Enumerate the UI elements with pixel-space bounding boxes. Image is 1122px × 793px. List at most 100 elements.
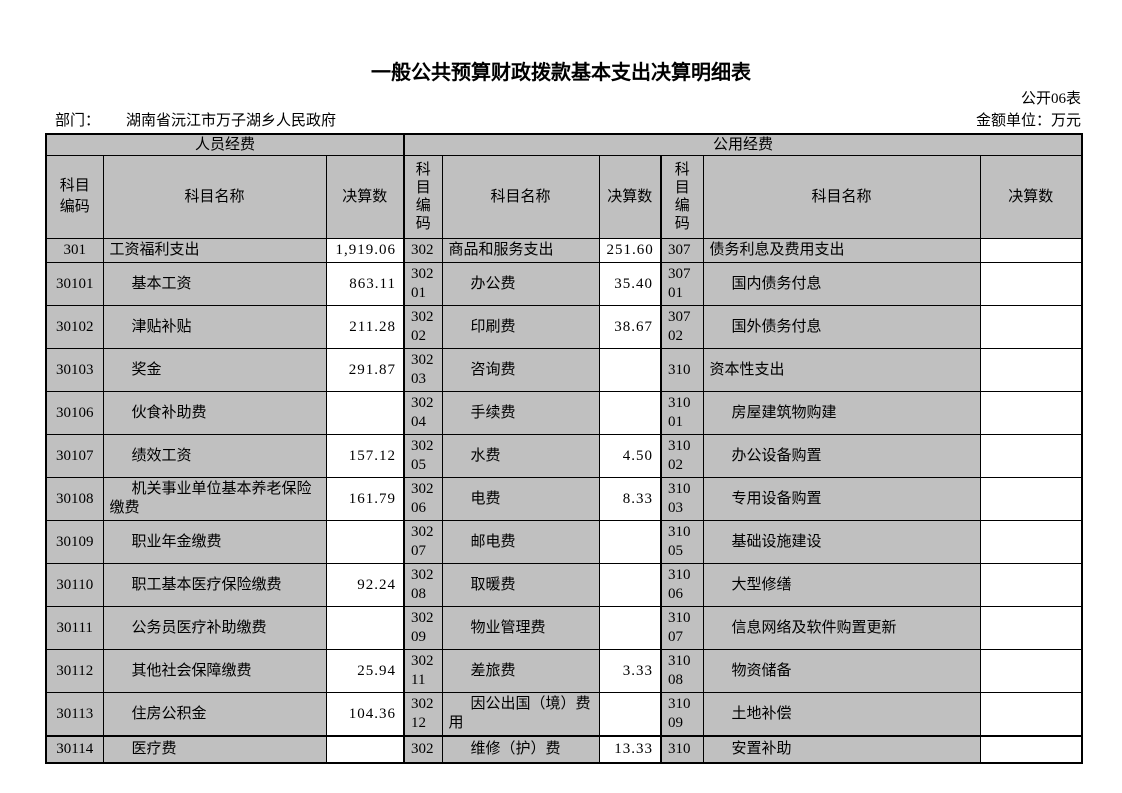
table-row: 30110 职工基本医疗保险缴费 92.24 30208 取暖费 31006 大型修缮 <box>45 563 1083 607</box>
table-row: 30108 机关事业单位基本养老保险缴费 161.79 30206 电费 8.33 3100… <box>45 477 1083 521</box>
amount-cell <box>979 477 1083 521</box>
amount-cell: 251.60 <box>598 238 662 263</box>
subject-code-cell: 30211 <box>403 649 443 693</box>
form-number: 公开06表 <box>1020 91 1081 107</box>
department-value: 湖南省沅江市万子湖乡人民政府 <box>126 113 337 129</box>
subject-code-cell: 30201 <box>403 262 443 306</box>
subject-code-cell: 30702 <box>660 305 704 349</box>
expenditure-detail-table: 人员经费 公用经费 科目编码 科目名称 决算数 科目编码 科目名称 决算数 科目… <box>45 133 1084 764</box>
subject-name-cell: 津贴补贴 <box>102 305 327 349</box>
subject-name-cell: 国内债务付息 <box>702 262 981 306</box>
col-header-code-label: 科目编码 <box>415 161 431 232</box>
amount-cell <box>979 348 1083 392</box>
subject-name-cell: 绩效工资 <box>102 434 327 478</box>
subject-code-cell: 310 <box>660 735 704 764</box>
subject-code-cell: 30111 <box>45 606 104 650</box>
subject-name-cell: 土地补偿 <box>702 692 981 737</box>
subject-code-cell: 30101 <box>45 262 104 306</box>
amount-cell: 291.87 <box>325 348 405 392</box>
section-header-personnel: 人员经费 <box>45 133 405 156</box>
subject-name-cell: 办公设备购置 <box>702 434 981 478</box>
subject-name-cell: 债务利息及费用支出 <box>702 238 981 263</box>
amount-cell: 161.79 <box>325 477 405 521</box>
amount-cell: 863.11 <box>325 262 405 306</box>
subject-code-cell: 31009 <box>660 692 704 737</box>
table-row: 30113 住房公积金 104.36 30212 因公出国（境）费用 31009 土地补偿 <box>45 692 1083 737</box>
subject-name-cell: 基本工资 <box>102 262 327 306</box>
subject-code-cell: 30103 <box>45 348 104 392</box>
subject-name-cell: 资本性支出 <box>702 348 981 392</box>
amount-cell <box>598 348 662 392</box>
subject-name-cell: 职业年金缴费 <box>102 520 327 564</box>
subject-name-cell: 基础设施建设 <box>702 520 981 564</box>
amount-cell <box>325 520 405 564</box>
col-header-code: 科目编码 <box>660 155 704 239</box>
amount-cell <box>979 649 1083 693</box>
subject-name-cell: 因公出国（境）费用 <box>441 692 600 737</box>
amount-cell: 4.50 <box>598 434 662 478</box>
subject-code-cell: 30109 <box>45 520 104 564</box>
table-row: 30109 职业年金缴费 30207 邮电费 31005 基础设施建设 <box>45 520 1083 564</box>
subject-code-cell: 31001 <box>660 391 704 435</box>
table-row: 30112 其他社会保障缴费 25.94 30211 差旅费 3.33 31008 物资储备 <box>45 649 1083 693</box>
amount-cell <box>598 692 662 737</box>
amount-cell <box>979 391 1083 435</box>
subject-code-cell: 30204 <box>403 391 443 435</box>
subject-name-cell: 水费 <box>441 434 600 478</box>
amount-cell <box>979 520 1083 564</box>
subject-name-cell: 印刷费 <box>441 305 600 349</box>
subject-code-cell: 30110 <box>45 563 104 607</box>
subject-name-cell: 其他社会保障缴费 <box>102 649 327 693</box>
col-header-code: 科目编码 <box>45 155 104 239</box>
amount-cell <box>979 262 1083 306</box>
subject-code-cell: 307 <box>660 238 704 263</box>
department-label: 部门： <box>55 113 101 129</box>
subject-code-cell: 31003 <box>660 477 704 521</box>
subject-name-cell: 医疗费 <box>102 735 327 764</box>
subject-code-cell: 31008 <box>660 649 704 693</box>
amount-cell: 1,919.06 <box>325 238 405 263</box>
subject-code-cell: 31007 <box>660 606 704 650</box>
subject-name-cell: 伙食补助费 <box>102 391 327 435</box>
column-header-row: 科目编码 科目名称 决算数 科目编码 科目名称 决算数 科目编码 科目名称 决算… <box>45 155 1083 239</box>
subject-code-cell: 30205 <box>403 434 443 478</box>
subject-name-cell: 房屋建筑物购建 <box>702 391 981 435</box>
amount-cell <box>325 735 405 764</box>
subject-code-cell: 30113 <box>45 692 104 737</box>
subject-code-cell: 30108 <box>45 477 104 521</box>
col-header-code-label: 科目编码 <box>59 178 90 215</box>
amount-cell: 13.33 <box>598 735 662 764</box>
subject-code-cell: 31005 <box>660 520 704 564</box>
subject-name-cell: 住房公积金 <box>102 692 327 737</box>
subject-code-cell: 30208 <box>403 563 443 607</box>
subject-code-cell: 31002 <box>660 434 704 478</box>
table-row: 30101 基本工资 863.11 30201 办公费 35.40 30701 国内债务付息 <box>45 262 1083 306</box>
amount-cell <box>979 606 1083 650</box>
subject-code-cell: 301 <box>45 238 104 263</box>
amount-cell: 104.36 <box>325 692 405 737</box>
col-header-amount: 决算数 <box>325 155 405 239</box>
amount-cell: 3.33 <box>598 649 662 693</box>
section-header-public: 公用经费 <box>402 133 1083 156</box>
subject-code-cell: 310 <box>660 348 704 392</box>
subject-name-cell: 物业管理费 <box>441 606 600 650</box>
subject-code-cell: 30212 <box>403 692 443 737</box>
subject-name-cell: 商品和服务支出 <box>441 238 600 263</box>
subject-name-cell: 机关事业单位基本养老保险缴费 <box>102 477 327 521</box>
table-row: 30114 医疗费 302 维修（护）费 13.33 310 安置补助 <box>45 735 1083 764</box>
amount-cell <box>598 606 662 650</box>
col-header-code: 科目编码 <box>403 155 443 239</box>
amount-cell: 25.94 <box>325 649 405 693</box>
subject-name-cell: 手续费 <box>441 391 600 435</box>
table-row: 30102 津贴补贴 211.28 30202 印刷费 38.67 30702 国外债务付息 <box>45 305 1083 349</box>
subject-code-cell: 30114 <box>45 735 104 764</box>
subject-code-cell: 31006 <box>660 563 704 607</box>
amount-cell <box>598 391 662 435</box>
subject-name-cell: 国外债务付息 <box>702 305 981 349</box>
amount-cell <box>979 305 1083 349</box>
subject-code-cell: 302 <box>403 238 443 263</box>
subject-name-cell: 大型修缮 <box>702 563 981 607</box>
amount-cell: 8.33 <box>598 477 662 521</box>
subject-name-cell: 咨询费 <box>441 348 600 392</box>
table-row: 30111 公务员医疗补助缴费 30209 物业管理费 31007 信息网络及软件购置更新 <box>45 606 1083 650</box>
